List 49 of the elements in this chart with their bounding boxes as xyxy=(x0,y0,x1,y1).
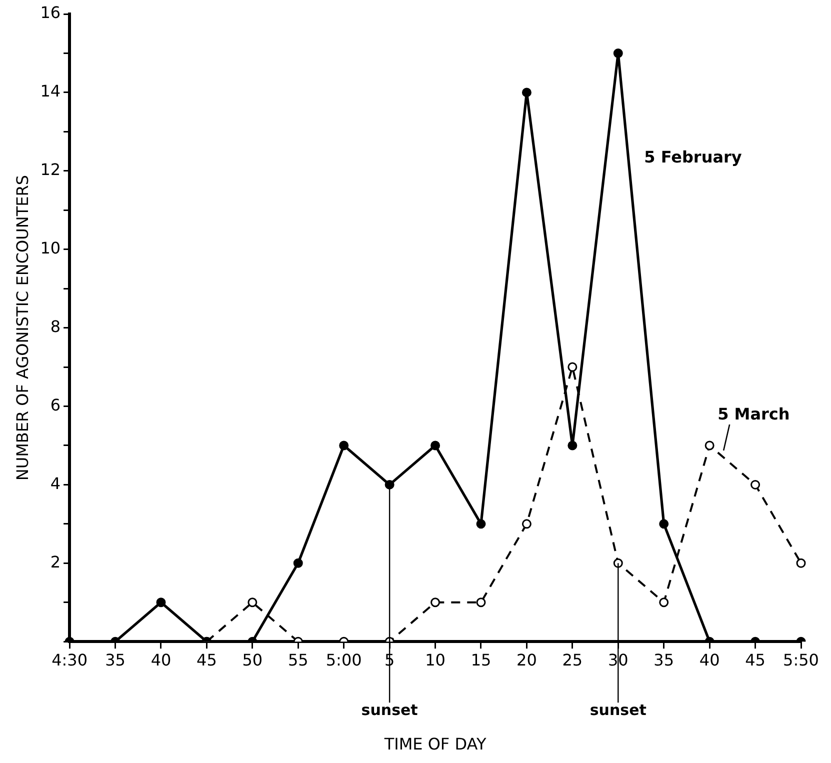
y-tick-label: 16 xyxy=(40,3,61,22)
x-tick-label: 40 xyxy=(150,650,172,670)
x-axis-title: TIME OF DAY xyxy=(383,734,486,754)
x-tick-label: 4:30 xyxy=(52,650,88,670)
x-tick-label: 20 xyxy=(516,650,537,670)
y-tick-label: 10 xyxy=(40,238,61,258)
x-tick-label: 35 xyxy=(654,650,674,670)
point xyxy=(522,88,532,98)
x-tick-label: 15 xyxy=(470,650,492,670)
y-tick-label: 14 xyxy=(40,82,61,101)
y-tick-label: 6 xyxy=(50,395,61,414)
x-tick-label: 5:50 xyxy=(783,650,819,670)
x-tick-label: 45 xyxy=(745,650,766,670)
x-tick-label: 40 xyxy=(699,650,720,670)
point xyxy=(339,440,349,450)
point xyxy=(568,440,578,450)
x-tick-label: 55 xyxy=(288,650,308,670)
point xyxy=(613,558,623,568)
point xyxy=(430,440,440,450)
point xyxy=(476,598,486,608)
point xyxy=(156,598,166,608)
point xyxy=(750,480,760,490)
point xyxy=(522,519,532,529)
x-tick-label: 50 xyxy=(242,650,263,670)
x-tick-label: 10 xyxy=(425,650,446,670)
x-tick-label: 45 xyxy=(196,650,217,670)
point xyxy=(796,558,806,568)
point xyxy=(568,362,578,372)
point xyxy=(476,519,486,529)
series-label: 5 February xyxy=(644,147,742,166)
x-tick-label: 35 xyxy=(105,650,126,670)
ref-line-label: sunset xyxy=(590,700,646,719)
point xyxy=(430,598,440,608)
x-tick-label: 25 xyxy=(562,650,583,670)
y-axis-title: NUMBER OF AGONISTIC ENCOUNTERS xyxy=(12,175,32,481)
point xyxy=(659,519,669,529)
point xyxy=(659,598,669,608)
y-tick-label: 4 xyxy=(50,474,61,493)
ref-line-label: sunset xyxy=(361,700,418,719)
y-tick-label: 2 xyxy=(50,552,61,572)
point xyxy=(248,598,258,608)
point xyxy=(384,480,394,490)
point xyxy=(613,48,623,58)
point xyxy=(293,558,303,568)
series-label: 5 March xyxy=(718,404,790,424)
y-tick-label: 8 xyxy=(50,316,61,336)
y-tick-label: 12 xyxy=(40,160,61,180)
point xyxy=(704,440,714,450)
x-tick-label: 5:00 xyxy=(326,650,362,670)
